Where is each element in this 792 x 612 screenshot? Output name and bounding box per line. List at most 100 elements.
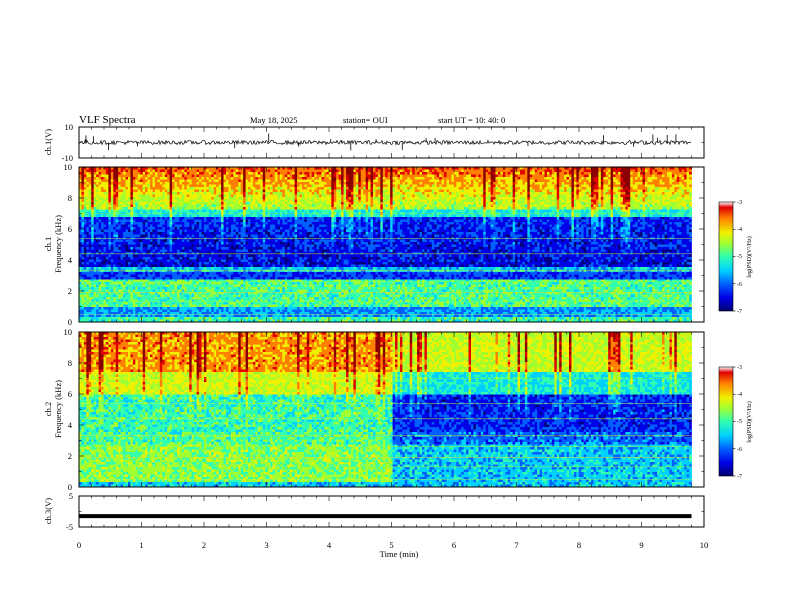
spectrogram-cell [110, 302, 114, 305]
spectrogram-cell [81, 172, 85, 175]
spectrogram-cell [108, 242, 112, 245]
spectrogram-cell [88, 169, 92, 173]
spectrogram-cell [223, 172, 227, 175]
spectrogram-cell [233, 217, 237, 220]
spectrogram-cell [120, 169, 124, 173]
spectrogram-cell [184, 187, 188, 190]
spectrogram-cell [162, 277, 166, 280]
spectrogram-cell [169, 259, 173, 263]
spectrogram-cell [250, 194, 254, 198]
spectrogram-cell [260, 299, 264, 303]
spectrogram-cell [154, 232, 158, 235]
spectrogram-cell [191, 179, 195, 183]
spectrogram-cell [154, 289, 158, 293]
spectrogram-cell [101, 189, 104, 193]
spectrogram-cell [125, 182, 129, 185]
spectrogram-cell [145, 244, 148, 248]
spectrogram-cell [98, 319, 102, 323]
spectrogram-cell [226, 304, 229, 308]
spectrogram-cell [267, 297, 271, 300]
spectrogram-cell [103, 294, 107, 298]
spectrogram-cell [145, 252, 148, 255]
spectrogram-cell [128, 202, 131, 205]
spectrogram-cell [88, 244, 92, 248]
spectrogram-cell [147, 194, 151, 198]
spectrogram-cell [216, 314, 219, 318]
spectrogram-cell [147, 302, 151, 305]
spectrogram-cell [240, 184, 244, 188]
spectrogram-cell [137, 244, 141, 248]
spectrogram-cell [128, 167, 131, 170]
spectrogram-cell [211, 167, 215, 170]
spectrogram-cell [172, 254, 175, 258]
spectrogram-cell [257, 317, 261, 320]
spectrogram-cell [103, 292, 107, 295]
spectrogram-cell [123, 197, 126, 200]
spectrogram-cell [177, 319, 180, 323]
spectrogram-cell [189, 232, 193, 235]
spectrogram-cell [174, 267, 178, 270]
spectrogram-cell [230, 249, 234, 253]
spectrogram-cell [128, 259, 131, 263]
spectrogram-cell [91, 309, 95, 313]
spectrogram-cell [199, 299, 202, 303]
spectrogram-cell [235, 304, 239, 308]
spectrogram-cell [208, 247, 212, 250]
spectrogram-cell [103, 174, 107, 178]
spectrogram-cell [157, 182, 161, 185]
spectrogram-cell [167, 189, 170, 193]
spectrogram-cell [221, 224, 224, 228]
spectrogram-cell [206, 219, 210, 223]
spectrogram-cell [118, 229, 121, 233]
spectrogram-cell [137, 202, 141, 205]
spectrogram-cell [248, 202, 251, 205]
spectrogram-cell [150, 302, 153, 305]
spectrogram-cell [267, 194, 271, 198]
spectrogram-cell [145, 247, 148, 250]
spectrogram-cell [201, 302, 205, 305]
spectrogram-cell [103, 209, 107, 213]
spectrogram-cell [179, 274, 183, 278]
spectrogram-cell [201, 222, 205, 225]
spectrogram-cell [120, 177, 124, 180]
spectrogram-cell [167, 317, 170, 320]
spectrogram-cell [113, 172, 117, 175]
spectrogram-cell [243, 179, 246, 183]
spectrogram-cell [267, 244, 271, 248]
spectrogram-cell [248, 182, 251, 185]
spectrogram-cell [154, 294, 158, 298]
spectrogram-cell [147, 217, 151, 220]
spectrogram-cell [228, 169, 232, 173]
spectrogram-cell [172, 247, 175, 250]
spectrogram-cell [235, 187, 239, 190]
spectrogram-cell [240, 222, 244, 225]
spectrogram-cell [88, 194, 92, 198]
spectrogram-cell [270, 184, 273, 188]
spectrogram-cell [218, 294, 222, 298]
spectrogram-cell [88, 232, 92, 235]
spectrogram-cell [184, 202, 188, 205]
spectrogram-cell [88, 314, 92, 318]
spectrogram-cell [199, 267, 202, 270]
spectrogram-cell [243, 294, 246, 298]
spectrogram-cell [118, 279, 121, 283]
spectrogram-cell [120, 257, 124, 260]
spectrogram-cell [230, 247, 234, 250]
spectrogram-cell [164, 192, 168, 195]
spectrogram-cell [105, 294, 109, 298]
spectrogram-cell [196, 214, 200, 218]
spectrogram-cell [211, 302, 215, 305]
spectrogram-cell [252, 217, 256, 220]
spectrogram-cell [86, 314, 90, 318]
spectrogram-cell [260, 204, 264, 208]
spectrogram-cell [191, 309, 195, 313]
spectrogram-cell [164, 187, 168, 190]
spectrogram-cell [110, 297, 114, 300]
spectrogram-cell [96, 319, 99, 323]
spectrogram-cell [105, 224, 109, 228]
spectrogram-cell [199, 279, 202, 283]
spectrogram-cell [135, 292, 139, 295]
spectrogram-cell [154, 249, 158, 253]
spectrogram-cell [252, 292, 256, 295]
spectrogram-cell [145, 297, 148, 300]
